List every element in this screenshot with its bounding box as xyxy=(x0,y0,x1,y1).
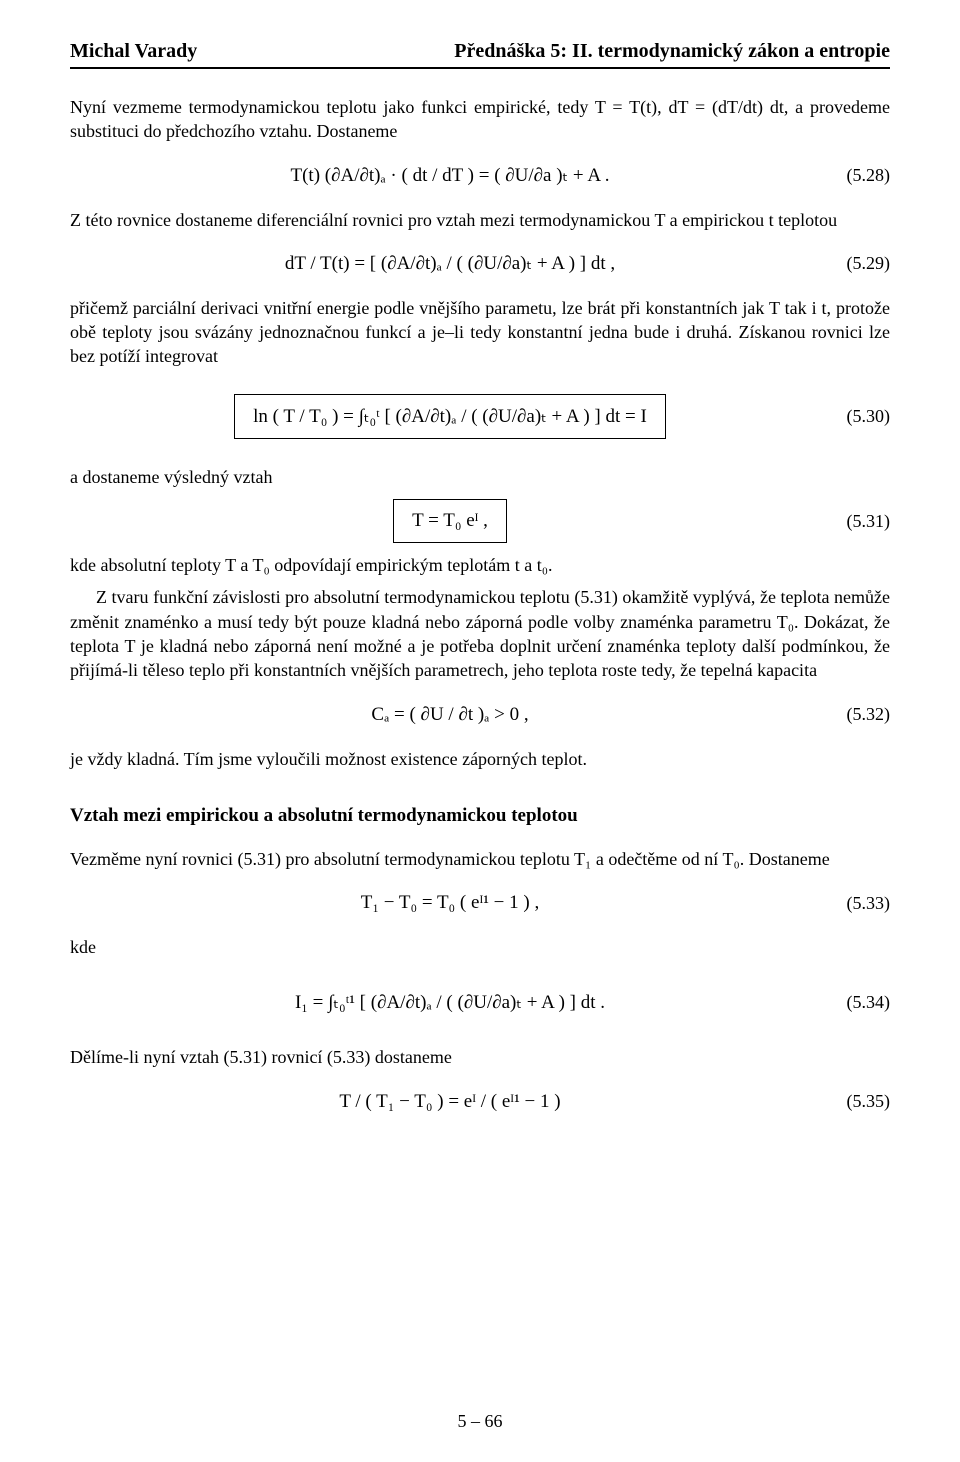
paragraph: Dělíme-li nyní vztah (5.31) rovnicí (5.3… xyxy=(70,1045,890,1069)
page-number: 5 – 66 xyxy=(0,1411,960,1432)
equation-box: T = T₀ eᴵ , xyxy=(393,499,507,543)
header-lecture: Přednáška 5: II. termodynamický zákon a … xyxy=(454,40,890,63)
equation-body: dT / T(t) = [ (∂A/∂t)ₐ / ( (∂U/∂a)ₜ + A … xyxy=(70,252,830,275)
equation-number: (5.32) xyxy=(830,704,890,725)
equation-number: (5.33) xyxy=(830,893,890,914)
equation-body: Cₐ = ( ∂U / ∂t )ₐ > 0 , xyxy=(70,704,830,726)
equation-5-32: Cₐ = ( ∂U / ∂t )ₐ > 0 , (5.32) xyxy=(70,691,890,739)
equation-5-35: T / ( T₁ − T₀ ) = eᴵ / ( eᴵ¹ − 1 ) (5.35… xyxy=(70,1078,890,1126)
paragraph: kde absolutní teploty T a T₀ odpovídají … xyxy=(70,553,890,577)
equation-body: T / ( T₁ − T₀ ) = eᴵ / ( eᴵ¹ − 1 ) xyxy=(70,1091,830,1113)
equation-5-28: T(t) (∂A/∂t)ₐ · ( dt / dT ) = ( ∂U/∂a )ₜ… xyxy=(70,152,890,200)
equation-number: (5.35) xyxy=(830,1091,890,1112)
equation-5-34: I₁ = ∫ₜ₀ᵗ¹ [ (∂A/∂t)ₐ / ( (∂U/∂a)ₜ + A )… xyxy=(70,967,890,1037)
equation-box: ln ( T / T₀ ) = ∫ₜ₀ᵗ [ (∂A/∂t)ₐ / ( (∂U/… xyxy=(234,394,666,439)
paragraph: Vezměme nyní rovnici (5.31) pro absolutn… xyxy=(70,847,890,871)
page: Michal Varady Přednáška 5: II. termodyna… xyxy=(0,0,960,1462)
equation-number: (5.28) xyxy=(830,165,890,186)
paragraph: přičemž parciální derivaci vnitřní energ… xyxy=(70,296,890,369)
equation-body: ln ( T / T₀ ) = ∫ₜ₀ᵗ [ (∂A/∂t)ₐ / ( (∂U/… xyxy=(70,394,830,439)
header-author: Michal Varady xyxy=(70,40,197,63)
equation-5-29: dT / T(t) = [ (∂A/∂t)ₐ / ( (∂U/∂a)ₜ + A … xyxy=(70,240,890,288)
paragraph: kde xyxy=(70,935,890,959)
equation-5-33: T₁ − T₀ = T₀ ( eᴵ¹ − 1 ) , (5.33) xyxy=(70,879,890,927)
running-header: Michal Varady Přednáška 5: II. termodyna… xyxy=(70,40,890,63)
equation-body: T = T₀ eᴵ , xyxy=(70,499,830,543)
paragraph: Z této rovnice dostaneme diferenciální r… xyxy=(70,208,890,232)
equation-number: (5.30) xyxy=(830,406,890,427)
equation-number: (5.34) xyxy=(830,992,890,1013)
equation-body: T₁ − T₀ = T₀ ( eᴵ¹ − 1 ) , xyxy=(70,892,830,914)
equation-number: (5.29) xyxy=(830,253,890,274)
equation-body: T(t) (∂A/∂t)ₐ · ( dt / dT ) = ( ∂U/∂a )ₜ… xyxy=(70,164,830,187)
equation-5-31: T = T₀ eᴵ , (5.31) xyxy=(70,497,890,545)
equation-body: I₁ = ∫ₜ₀ᵗ¹ [ (∂A/∂t)ₐ / ( (∂U/∂a)ₜ + A )… xyxy=(70,991,830,1014)
equation-5-30: ln ( T / T₀ ) = ∫ₜ₀ᵗ [ (∂A/∂t)ₐ / ( (∂U/… xyxy=(70,377,890,457)
section-heading: Vztah mezi empirickou a absolutní termod… xyxy=(70,805,890,827)
paragraph: Z tvaru funkční závislosti pro absolutní… xyxy=(70,585,890,682)
header-rule xyxy=(70,67,890,69)
paragraph: je vždy kladná. Tím jsme vyloučili možno… xyxy=(70,747,890,771)
equation-number: (5.31) xyxy=(830,511,890,532)
paragraph: a dostaneme výsledný vztah xyxy=(70,465,890,489)
paragraph: Nyní vezmeme termodynamickou teplotu jak… xyxy=(70,95,890,144)
